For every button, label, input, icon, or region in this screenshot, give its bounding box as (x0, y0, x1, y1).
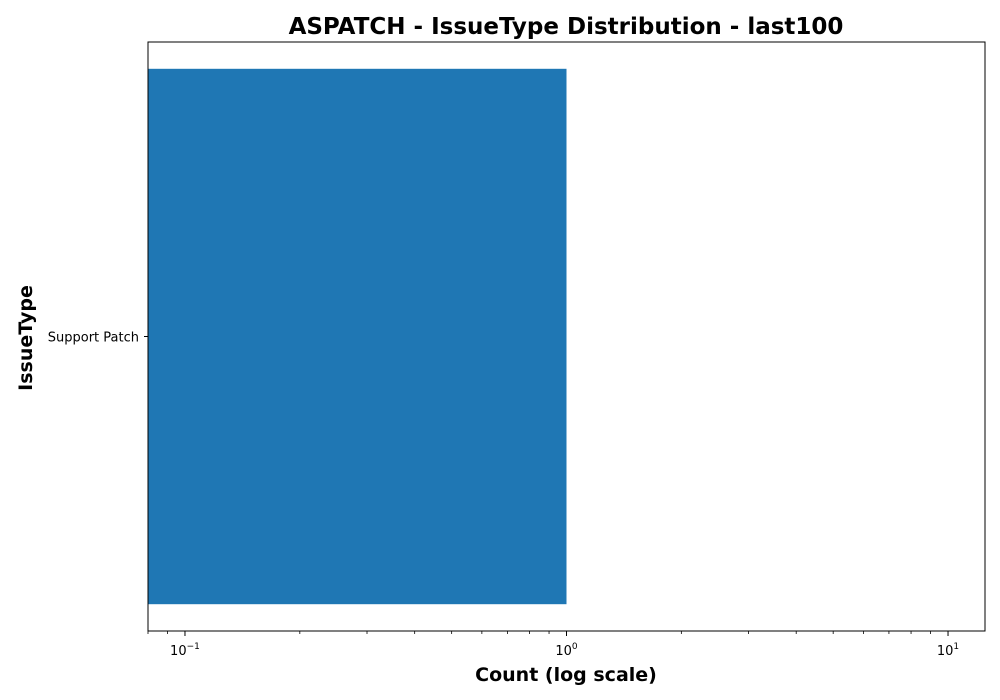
y-axis-label: IssueType (15, 285, 37, 391)
plot-frame (147, 41, 986, 632)
chart-title: ASPATCH - IssueType Distribution - last1… (289, 14, 844, 40)
x-tick-label: 101 (937, 642, 959, 659)
x-tick-label: 10−1 (170, 642, 200, 659)
x-axis-label: Count (log scale) (475, 664, 657, 686)
plot-area: Support Patch 10−1 100 101 (48, 41, 986, 659)
x-tick-label: 100 (555, 642, 578, 659)
bar-support-patch (148, 68, 567, 605)
y-tick-label: Support Patch (48, 331, 139, 346)
